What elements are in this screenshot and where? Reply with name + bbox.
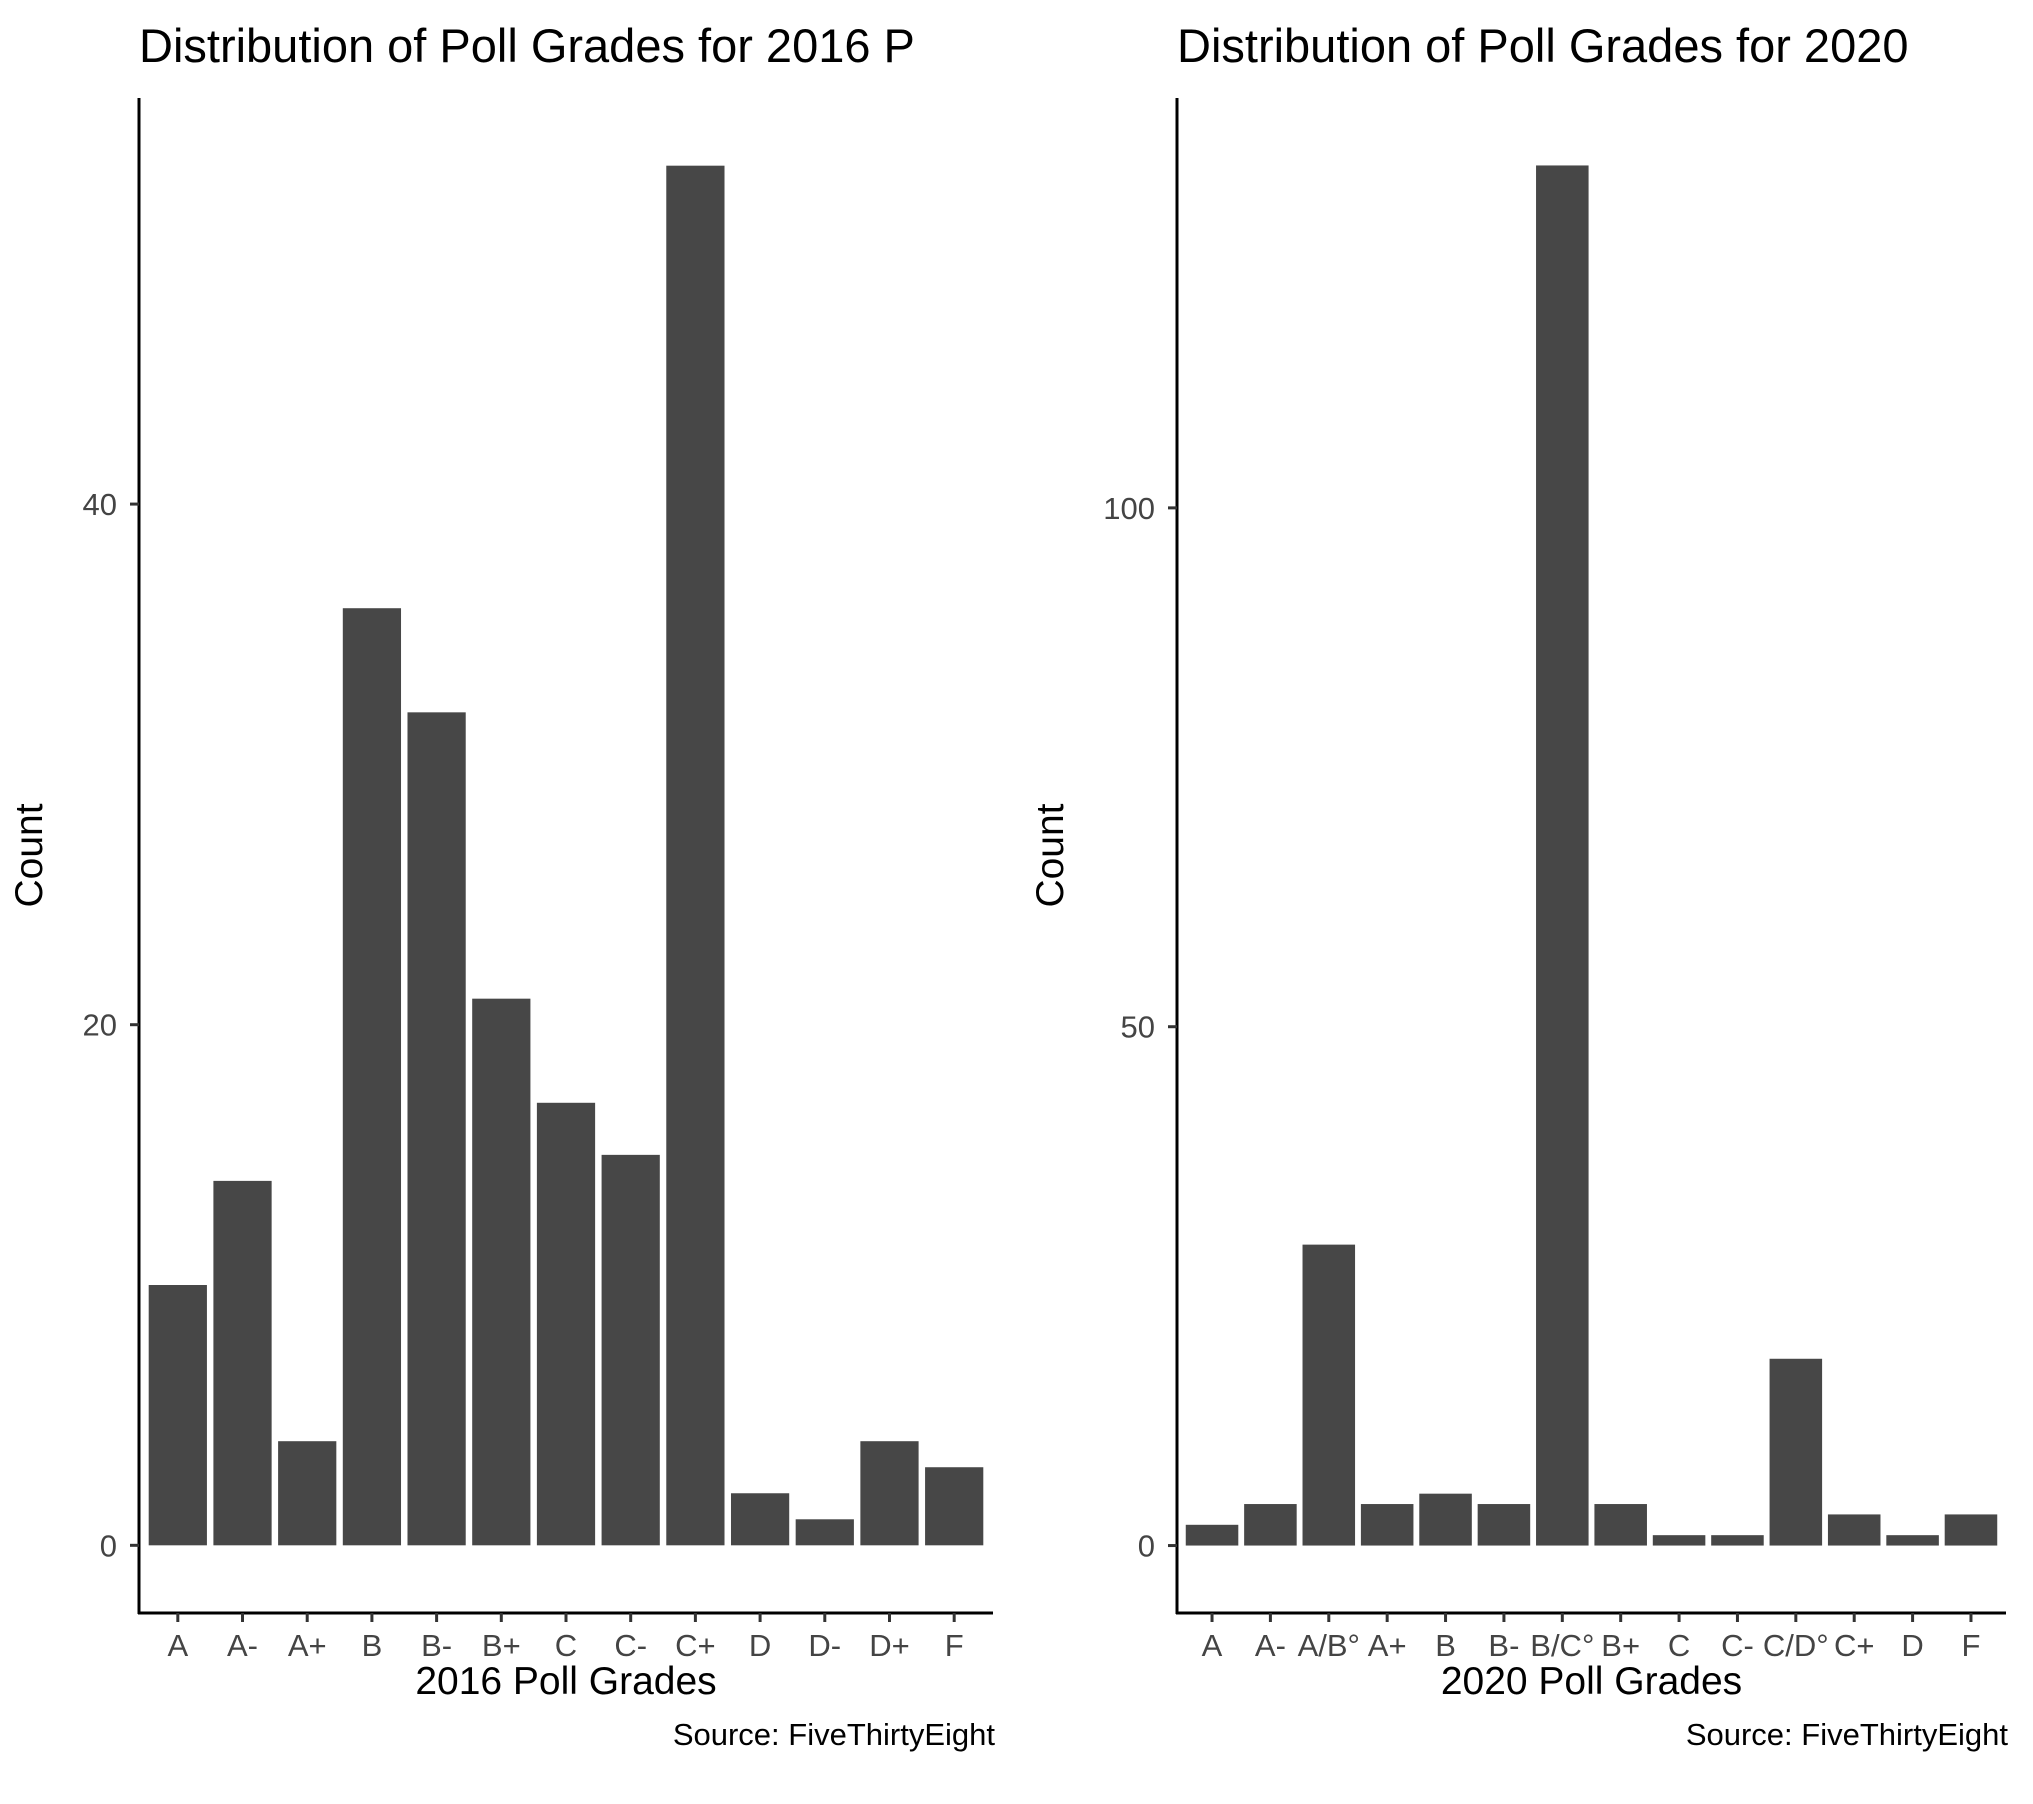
bar-B <box>342 608 402 1546</box>
source-caption: Source: FiveThirtyEight <box>673 1717 996 1752</box>
bar-B+ <box>472 998 531 1546</box>
bar-D <box>730 1493 790 1546</box>
y-tick-label: 0 <box>100 1528 117 1563</box>
bar-C- <box>601 1154 660 1546</box>
x-tick-label: A+ <box>288 1628 327 1663</box>
y-axis-title: Count <box>8 803 51 907</box>
x-tick-label: A/B° <box>1298 1628 1360 1663</box>
x-tick-label: D <box>1901 1628 1923 1663</box>
bar-A+ <box>278 1441 337 1546</box>
x-tick-label: D <box>749 1628 771 1663</box>
bar-C/D° <box>1769 1358 1823 1546</box>
bar-A- <box>213 1180 272 1546</box>
bar-D+ <box>860 1441 919 1546</box>
x-tick-label: B- <box>1488 1628 1519 1663</box>
x-tick-label: C+ <box>675 1628 716 1663</box>
bar-C- <box>1711 1535 1764 1546</box>
bar-B- <box>407 712 466 1546</box>
y-tick-label: 40 <box>83 487 117 522</box>
x-tick-label: B/C° <box>1530 1628 1594 1663</box>
bar-B- <box>1477 1504 1531 1546</box>
bar-A/B° <box>1302 1244 1356 1546</box>
bar-A <box>1185 1524 1239 1546</box>
y-tick-label: 50 <box>1121 1010 1155 1045</box>
y-tick-label: 100 <box>1103 491 1155 526</box>
x-tick-label: C/D° <box>1763 1628 1829 1663</box>
x-tick-label: B- <box>421 1628 452 1663</box>
bar-F <box>925 1467 984 1546</box>
x-tick-label: D- <box>808 1628 841 1663</box>
x-tick-label: C- <box>1721 1628 1754 1663</box>
bar-B <box>1419 1493 1472 1546</box>
bar-F <box>1944 1514 1998 1546</box>
bar-C <box>536 1102 596 1546</box>
bar-C+ <box>1827 1514 1881 1546</box>
bar-C <box>1652 1535 1706 1546</box>
bar-B+ <box>1594 1504 1647 1546</box>
x-tick-label: F <box>1962 1628 1981 1663</box>
source-caption: Source: FiveThirtyEight <box>1686 1717 2009 1752</box>
x-tick-label: C <box>1668 1628 1690 1663</box>
x-tick-label: B+ <box>482 1628 521 1663</box>
bar-C+ <box>666 165 725 1546</box>
bar-B/C° <box>1536 165 1589 1546</box>
x-tick-label: B <box>362 1628 383 1663</box>
x-tick-label: B <box>1435 1628 1456 1663</box>
x-tick-label: C <box>555 1628 577 1663</box>
x-tick-label: C- <box>614 1628 647 1663</box>
x-axis-title: 2020 Poll Grades <box>1441 1660 1742 1703</box>
x-tick-label: B+ <box>1601 1628 1640 1663</box>
chart-panel-2016: Distribution of Poll Grades for 2016 P 0 2… <box>8 19 995 1752</box>
x-tick-label: A <box>167 1628 188 1663</box>
bar-D <box>1886 1535 1939 1546</box>
x-axis-title: 2016 Poll Grades <box>415 1660 716 1703</box>
bar-A- <box>1244 1504 1297 1546</box>
bar-D- <box>795 1519 854 1546</box>
x-tick-label: F <box>945 1628 964 1663</box>
chart-panel-2020: Distribution of Poll Grades for 2020 0 50 1… <box>1029 19 2009 1752</box>
chart-title: Distribution of Poll Grades for 2016 P <box>139 19 915 72</box>
bar-A+ <box>1360 1504 1414 1546</box>
x-tick-label: A <box>1202 1628 1223 1663</box>
y-tick-label: 0 <box>1138 1529 1155 1564</box>
x-tick-label: A+ <box>1368 1628 1407 1663</box>
x-tick-label: A- <box>1255 1628 1286 1663</box>
y-tick-label: 20 <box>83 1008 117 1043</box>
x-tick-label: C+ <box>1834 1628 1875 1663</box>
x-tick-label: A- <box>227 1628 258 1663</box>
chart-title: Distribution of Poll Grades for 2020 <box>1177 19 1908 72</box>
y-axis-title: Count <box>1029 803 1072 907</box>
x-tick-label: D+ <box>869 1628 910 1663</box>
bar-A <box>148 1285 207 1546</box>
